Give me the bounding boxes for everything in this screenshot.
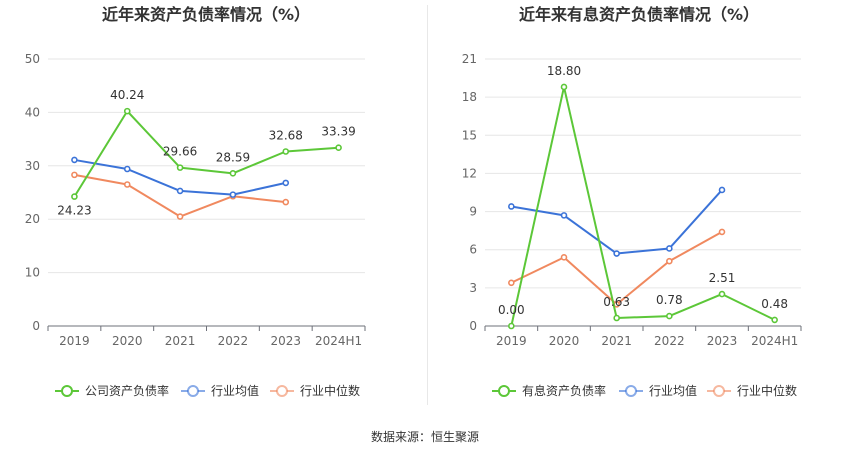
data-point [282,148,290,155]
data-label: 24.23 [57,204,91,218]
legend-label: 行业中位数 [737,383,797,398]
data-point [176,164,184,171]
data-point [771,316,778,324]
data-point [123,107,131,115]
data-point [123,181,131,188]
data-point [560,254,568,261]
legend-label: 有息资产负债率 [522,383,606,398]
y-tick-label: 12 [462,166,477,180]
data-point [666,257,673,265]
legend-label: 行业中位数 [300,383,360,398]
legend-marker [498,385,510,397]
series-line-average [511,189,723,255]
data-point [560,83,568,91]
data-label: 28.59 [216,150,250,164]
data-point [229,191,237,198]
y-tick-label: 15 [462,128,477,142]
data-point [71,193,78,200]
chart-title-1: 近年来资产负债率情况（%） [102,5,310,24]
data-label: 40.24 [110,88,144,102]
x-tick-label: 2021 [601,334,632,348]
data-point [666,245,673,252]
data-label: 0.00 [498,303,525,317]
data-point [666,312,673,320]
y-tick-label: 6 [469,243,477,257]
data-label: 0.48 [761,297,788,311]
data-label: 2.51 [709,271,736,285]
y-tick-label: 9 [469,205,477,219]
legend-label: 行业均值 [211,383,259,398]
legend-marker [625,385,637,397]
y-tick-label: 10 [25,266,40,280]
x-tick-label: 2022 [654,334,685,348]
data-point [508,203,515,210]
data-point [508,279,515,287]
data-point [71,171,78,179]
y-tick-label: 40 [25,105,40,119]
data-point [508,322,515,330]
data-point [176,213,184,220]
series-line-company [510,85,776,327]
data-point [282,198,290,206]
x-tick-label: 2023 [270,334,301,348]
data-point [176,187,184,195]
x-tick-label: 2023 [707,334,738,348]
series-line-median [74,173,286,218]
y-tick-label: 20 [25,212,40,226]
y-tick-label: 18 [462,90,477,104]
y-tick-label: 30 [25,159,40,173]
data-point [613,250,620,257]
data-point [560,212,568,219]
data-point [718,186,726,194]
y-tick-label: 3 [469,281,477,295]
panel-divider [427,5,428,405]
series-line-median [510,231,723,306]
data-label: 32.68 [269,128,303,142]
series-line-company [73,110,339,198]
y-tick-label: 21 [462,52,477,66]
legend-marker [187,385,199,397]
x-tick-label: 2021 [165,334,196,348]
legend-marker [713,385,725,397]
x-tick-label: 2024H1 [315,334,362,348]
x-tick-label: 2019 [59,334,90,348]
y-tick-label: 0 [32,319,40,333]
chart-title-2: 近年来有息资产负债率情况（%） [519,5,759,24]
legend-marker [276,385,288,397]
y-tick-label: 50 [25,52,40,66]
data-point [71,156,78,164]
data-point [335,144,342,151]
data-point [613,314,620,322]
x-tick-label: 2024H1 [751,334,798,348]
data-point [718,228,726,236]
x-tick-label: 2019 [496,334,527,348]
data-label: 0.78 [656,293,683,307]
x-tick-label: 2022 [218,334,249,348]
y-tick-label: 0 [469,319,477,333]
x-tick-label: 2020 [112,334,143,348]
legend-label: 行业均值 [649,383,697,398]
data-point [282,179,290,187]
x-tick-label: 2020 [549,334,580,348]
data-label: 33.39 [321,125,355,139]
data-label: 29.66 [163,145,197,159]
data-point [229,170,237,177]
data-point [123,165,131,173]
legend-label: 公司资产负债率 [85,383,169,398]
data-label: 0.63 [603,295,630,309]
legend-marker [61,385,73,397]
data-label: 18.80 [547,64,581,78]
data-point [718,290,726,298]
data-source-note: 数据来源：恒生聚源 [370,430,479,444]
